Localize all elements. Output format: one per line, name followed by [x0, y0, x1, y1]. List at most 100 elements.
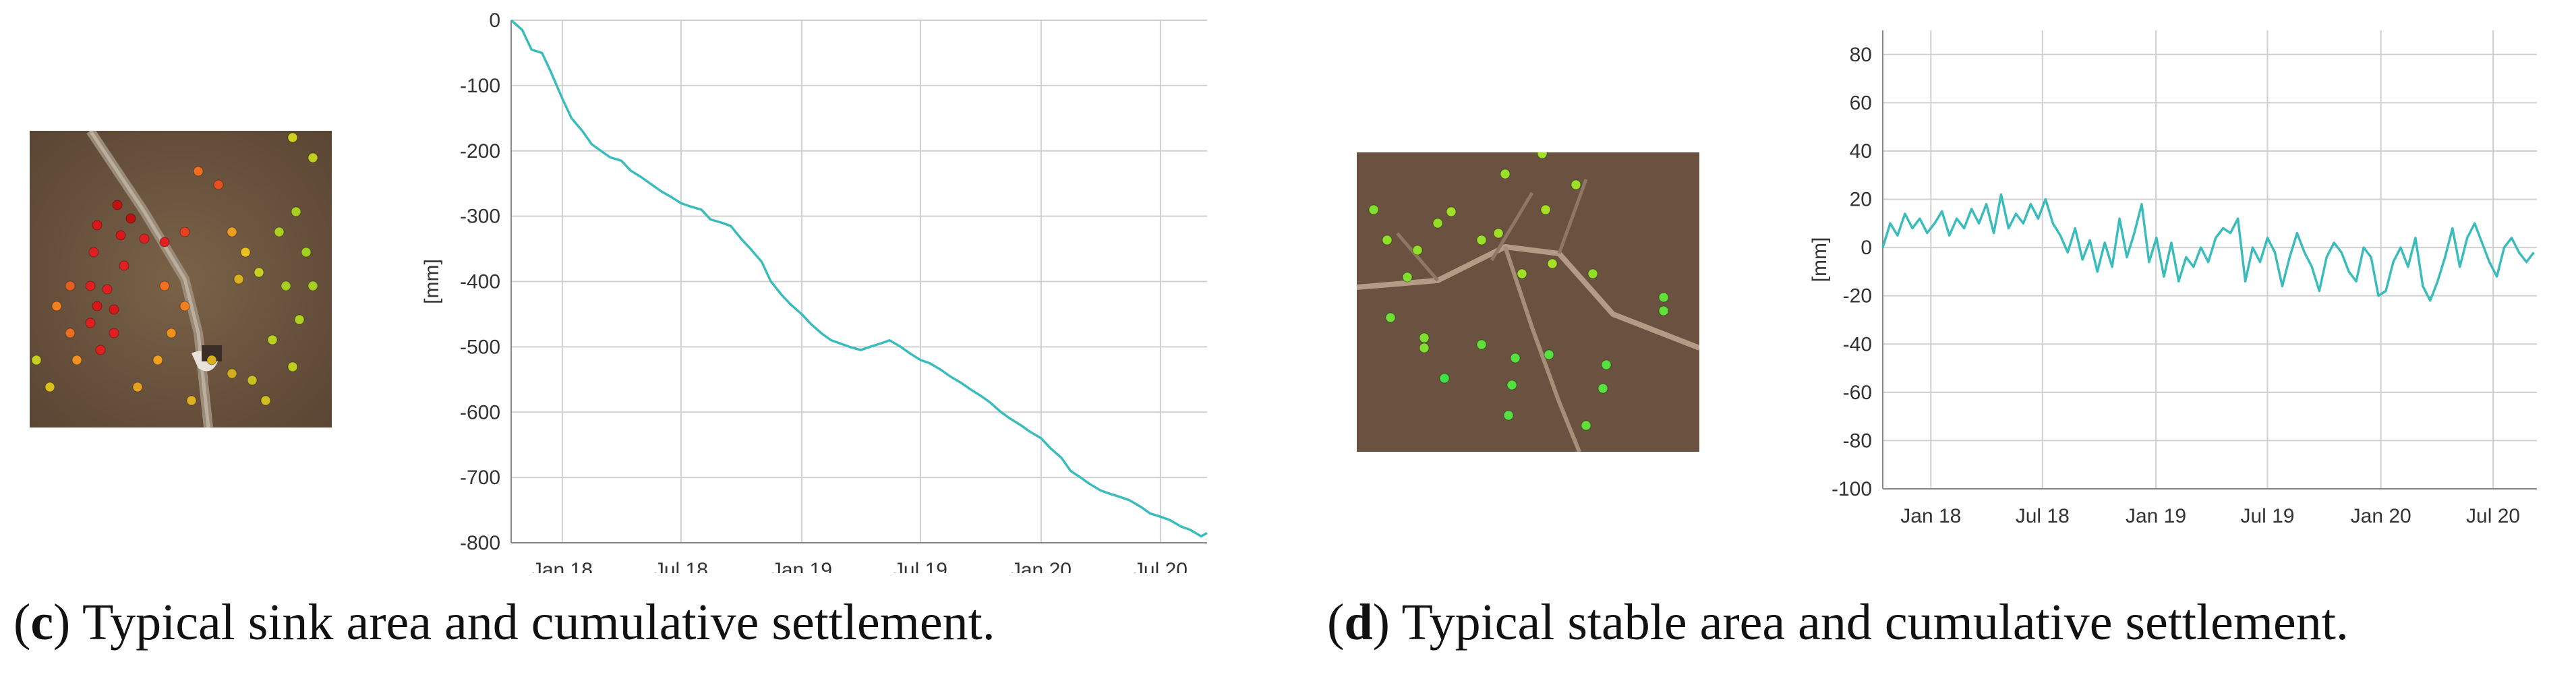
ps-point-marker	[1500, 169, 1511, 179]
y-tick-label: -20	[1843, 285, 1872, 307]
y-tick-label: -600	[460, 401, 500, 423]
ps-point-marker	[1658, 292, 1669, 303]
caption-open-paren: (	[13, 594, 31, 651]
y-tick-label: -100	[460, 75, 500, 97]
y-axis-label: [mm]	[1809, 237, 1831, 283]
ps-point-marker	[1571, 179, 1581, 190]
y-axis-label: [mm]	[421, 259, 443, 304]
y-tick-label: 60	[1850, 92, 1872, 114]
x-tick-label: Jan 20	[1011, 559, 1072, 573]
ps-point-marker	[1419, 343, 1430, 353]
ps-point-marker	[92, 301, 103, 312]
ps-point-marker	[95, 345, 106, 355]
ps-point-marker	[51, 301, 62, 312]
ps-point-marker	[1537, 152, 1548, 159]
ps-point-marker	[287, 361, 298, 372]
ps-point-marker	[1368, 204, 1379, 215]
caption-d: (d) Typical stable area and cumulative s…	[1327, 593, 2349, 661]
ps-point-marker	[308, 152, 318, 163]
y-tick-label: -800	[460, 532, 500, 554]
ps-point-marker	[85, 281, 96, 291]
ps-point-marker	[119, 260, 129, 271]
ps-point-marker	[115, 230, 126, 241]
ps-point-marker	[240, 247, 251, 258]
panel-d: 80 60 40 20 0 -20 -40 -60 -80 -100 Jan 18 Jul 18 Jan…	[1322, 0, 2576, 679]
caption-letter: c	[30, 594, 54, 651]
ps-point-marker	[65, 328, 76, 338]
x-tick-label: Jan 18	[1900, 505, 1961, 527]
panel-c: 0 -100 -200 -300 -400 -500 -600 -700 -800 Jan 18 J…	[0, 0, 1254, 679]
ps-point-marker	[281, 281, 291, 291]
ps-point-marker	[152, 355, 163, 365]
y-tick-label: -200	[460, 140, 500, 163]
ps-point-marker	[247, 375, 258, 386]
y-tick-label: -60	[1843, 382, 1872, 404]
ps-point-marker	[294, 314, 305, 325]
caption-text: ) Typical stable area and cumulative set…	[1372, 594, 2349, 651]
sink-settlement-chart: 0 -100 -200 -300 -400 -500 -600 -700 -800 Jan 18 J…	[421, 9, 1208, 573]
ps-point-marker	[1385, 312, 1396, 323]
ps-point-marker	[166, 328, 177, 338]
ps-point-marker	[213, 179, 224, 190]
caption-letter: d	[1344, 594, 1373, 651]
ps-point-marker	[71, 355, 82, 365]
y-tick-label: -40	[1843, 333, 1872, 355]
ps-point-marker	[1598, 383, 1608, 394]
y-tick-label: -500	[460, 336, 500, 358]
caption-c: (c) Typical sink area and cumulative set…	[13, 593, 995, 661]
ps-point-marker	[1432, 218, 1443, 229]
ps-point-marker	[308, 281, 318, 291]
ps-point-marker	[65, 281, 76, 291]
ps-point-marker	[45, 382, 55, 392]
ps-point-marker	[186, 395, 197, 406]
ps-point-marker	[1540, 204, 1551, 215]
settlement-series-line	[510, 19, 1208, 538]
ps-point-marker	[1658, 305, 1669, 316]
ps-point-marker	[227, 227, 237, 237]
settlement-series-line	[1881, 193, 2535, 302]
y-tick-label: -80	[1843, 430, 1872, 452]
ps-point-marker	[132, 382, 143, 392]
ps-point-marker	[254, 267, 264, 278]
ps-point-marker	[1510, 353, 1521, 363]
ps-point-marker	[139, 233, 150, 244]
ps-point-marker	[1412, 245, 1423, 256]
x-tick-label: Jul 18	[654, 559, 708, 573]
x-tick-label: Jan 20	[2351, 505, 2411, 527]
y-tick-label: 80	[1850, 44, 1872, 66]
y-tick-label: -700	[460, 467, 500, 489]
x-tick-label: Jul 19	[894, 559, 947, 573]
y-tick-label: 0	[1861, 237, 1872, 259]
ps-point-marker	[1402, 272, 1413, 283]
ps-point-marker	[260, 395, 271, 406]
ps-point-marker	[1601, 359, 1612, 370]
ps-point-marker	[274, 227, 285, 237]
ps-point-marker	[1581, 420, 1591, 431]
ps-point-marker	[1439, 373, 1450, 384]
ps-point-marker	[1476, 235, 1487, 245]
ps-point-marker	[159, 281, 170, 291]
ps-point-marker	[179, 301, 190, 312]
ps-point-marker	[193, 166, 204, 177]
y-tick-label: -400	[460, 271, 500, 293]
y-tick-label: -100	[1832, 478, 1872, 500]
ps-point-marker	[92, 220, 103, 231]
x-tick-label: Jul 20	[2466, 505, 2520, 527]
ps-point-marker	[233, 274, 244, 285]
y-tick-label: -300	[460, 206, 500, 228]
sink-area-satellite-thumbnail	[30, 131, 332, 427]
ps-point-marker	[102, 284, 113, 295]
ps-point-marker	[85, 318, 96, 328]
ps-point-marker	[88, 247, 99, 258]
ps-point-marker	[1587, 268, 1598, 279]
x-tick-label: Jul 18	[2016, 505, 2070, 527]
ps-point-marker	[291, 206, 301, 217]
y-tick-label: 0	[489, 9, 500, 32]
caption-text: ) Typical sink area and cumulative settl…	[53, 594, 995, 651]
ps-point-marker	[109, 328, 119, 338]
ps-point-marker	[179, 227, 190, 237]
x-tick-label: Jul 20	[1134, 559, 1188, 573]
ps-point-marker	[301, 247, 312, 258]
y-tick-label: 40	[1850, 140, 1872, 163]
ps-point-marker	[206, 355, 217, 365]
